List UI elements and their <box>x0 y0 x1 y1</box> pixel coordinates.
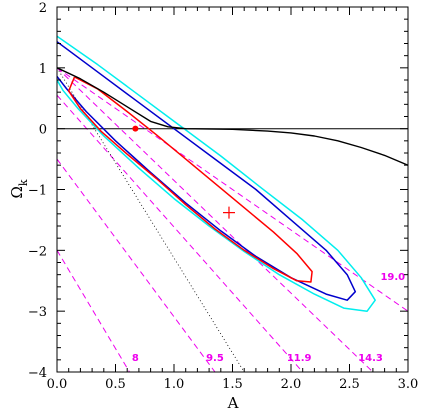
age-line-0 <box>57 250 130 372</box>
x-tick-label-1: 0.5 <box>105 377 126 392</box>
y-tick-label-4: −2 <box>28 244 47 259</box>
age-line-4 <box>57 67 408 312</box>
x-tick-label-4: 2.0 <box>281 377 302 392</box>
y-tick-label-6: −4 <box>28 366 47 381</box>
model-point <box>132 125 139 132</box>
age-line-label-3: 14.3 <box>358 353 383 364</box>
y-tick-label-5: −3 <box>28 305 47 320</box>
contour-outer <box>57 35 376 312</box>
y-axis-title: Ωk <box>8 179 30 198</box>
axis-ticks: 0.0 0.5 1.0 1.5 2.0 2.5 3.0 2 1 0 −1 −2 −3 −4 <box>28 1 419 392</box>
contour-middle <box>57 41 357 301</box>
y-axis-title-main: Ω <box>8 186 26 198</box>
age-line-label-1: 9.5 <box>206 353 224 364</box>
y-tick-label-3: −1 <box>28 184 47 199</box>
y-tick-label-2: 0 <box>39 123 47 138</box>
age-line-1 <box>57 158 216 372</box>
age-line-label-4: 19.0 <box>380 272 405 283</box>
y-tick-label-1: 1 <box>39 62 47 77</box>
age-line-3 <box>57 67 374 372</box>
x-tick-label-0: 0.0 <box>47 377 68 392</box>
contour-labels: 8 9.5 11.9 14.3 19.0 <box>132 272 405 364</box>
best-fit-marker <box>222 206 235 219</box>
plot-area <box>57 35 408 372</box>
age-line-label-0: 8 <box>132 353 139 364</box>
x-tick-label-2: 1.0 <box>164 377 185 392</box>
x-tick-label-5: 2.5 <box>339 377 360 392</box>
x-axis-title: A <box>227 394 239 412</box>
contour-inner <box>67 76 313 283</box>
age-line-2 <box>57 94 304 372</box>
black-curve <box>57 67 408 166</box>
age-line-label-2: 11.9 <box>287 353 312 364</box>
x-tick-label-3: 1.5 <box>222 377 243 392</box>
x-tick-label-6: 3.0 <box>398 377 419 392</box>
y-axis-title-sub: k <box>17 179 30 186</box>
y-tick-label-0: 2 <box>39 1 47 16</box>
